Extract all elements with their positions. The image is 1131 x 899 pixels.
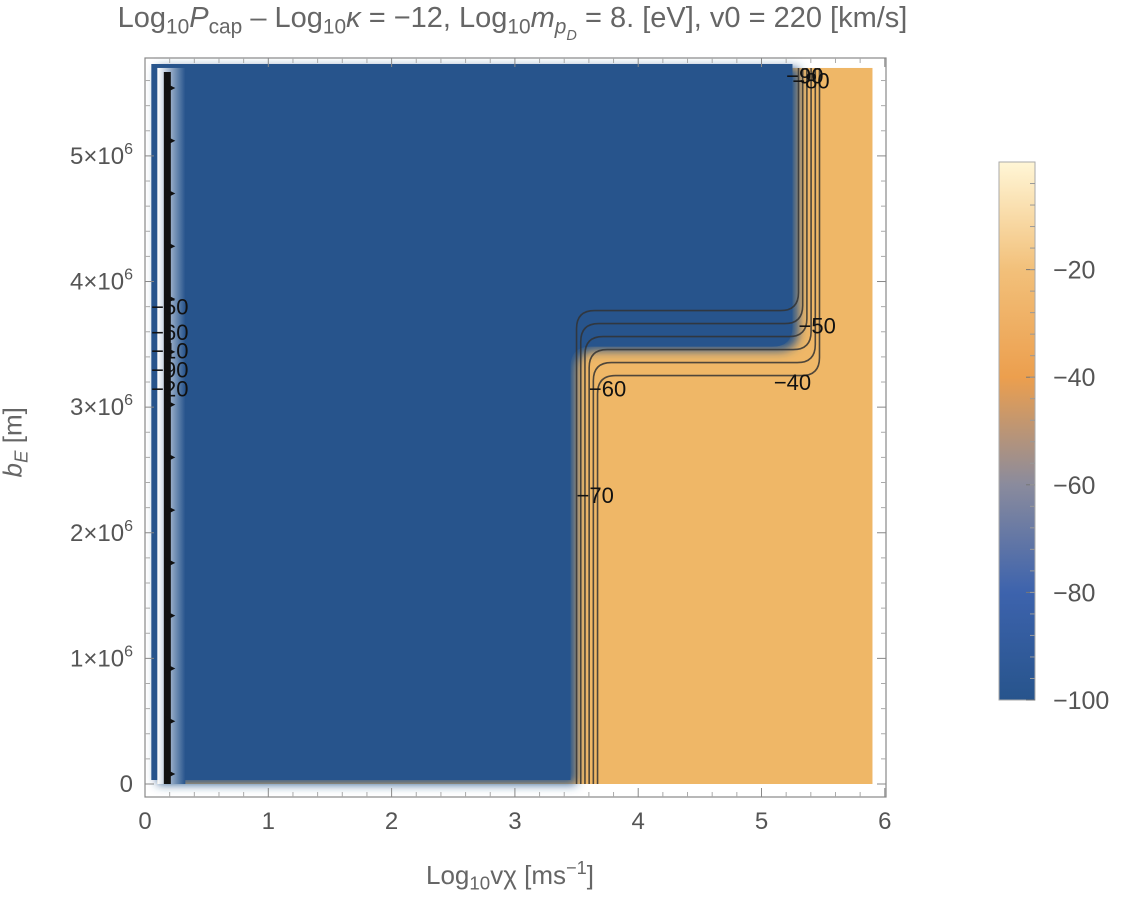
colorbar-tick-label: −80	[1053, 579, 1095, 607]
title-subscript: p	[554, 15, 567, 39]
edge-contour-marker	[165, 82, 176, 93]
y-tick-label: 3×106	[70, 392, 133, 421]
y-label-subscript: E	[10, 450, 32, 463]
edge-highlight	[157, 67, 186, 784]
y-label-text: b	[0, 462, 28, 478]
edge-contour-marker	[165, 188, 176, 199]
x-label-superscript: −1	[565, 858, 587, 878]
x-label-text: vχ [ms	[490, 860, 566, 890]
colorbar-tick-label: −100	[1053, 687, 1109, 715]
edge-contour-marker	[165, 135, 176, 146]
contour-line	[596, 67, 821, 784]
x-tick-label: 3	[508, 808, 521, 835]
title-subscript: 10	[166, 15, 190, 39]
y-label-text: [m]	[0, 407, 28, 451]
x-tick-label: 5	[755, 808, 768, 835]
x-tick-label: 0	[138, 808, 151, 835]
title-variable: κ	[346, 2, 361, 34]
title-variable: P	[189, 2, 209, 34]
y-axis-label: bE [m]	[0, 387, 32, 497]
x-tick-label: 2	[385, 808, 398, 835]
heatmap-low-region-core	[151, 63, 793, 780]
edge-contour-marker	[165, 716, 176, 727]
title-text: = 8. [eV], v0 = 220 [km/s]	[576, 2, 908, 34]
edge-contour-marker	[165, 294, 176, 305]
colorbar-tick-label: −20	[1053, 257, 1095, 285]
contour-line	[588, 67, 812, 784]
title-subscript: 10	[322, 15, 347, 39]
contour-line	[575, 67, 800, 784]
title-subscript: 10	[507, 15, 531, 39]
contour-label: −80	[792, 69, 829, 94]
edge-contour-marker	[165, 452, 176, 463]
colorbar	[998, 161, 1036, 701]
x-tick-label: 6	[878, 808, 891, 835]
edge-contour-marker	[165, 346, 176, 357]
title-text: – Log	[242, 2, 323, 34]
y-tick-label: 2×106	[70, 518, 133, 547]
x-label-text: Log	[426, 860, 470, 890]
colorbar-tick-label: −60	[1053, 472, 1095, 500]
contour-line	[579, 67, 804, 784]
x-label-text: ]	[586, 860, 594, 890]
x-axis-label: Log10vχ [ms−1]	[390, 858, 630, 895]
edge-contour-marker	[165, 610, 176, 621]
edge-contour-marker	[165, 241, 176, 252]
edge-contour-marker	[165, 505, 176, 516]
chart-title: Log10Pcap – Log10κ = −12, Log10mpD = 8. …	[0, 2, 1025, 44]
x-label-subscript: 10	[469, 872, 491, 894]
title-variable: m	[530, 2, 555, 34]
title-text: = −12,	[360, 2, 459, 34]
contour-label: −60	[151, 320, 188, 345]
title-subscript: D	[566, 28, 577, 45]
edge-contour-marker	[165, 663, 176, 674]
y-tick-label: 0	[120, 771, 133, 798]
contour-line	[584, 67, 808, 784]
contour-label: −50	[798, 313, 835, 338]
contour-label: −20	[151, 376, 188, 401]
contour-label: −60	[589, 376, 626, 401]
contour-label: −10	[151, 339, 188, 364]
edge-contour-marker	[165, 769, 176, 779]
edge-contour-marker	[165, 557, 176, 568]
title-text: Log	[459, 2, 508, 34]
contour-label: −90	[786, 64, 823, 89]
x-tick-label: 1	[262, 808, 275, 835]
title-text: Log	[117, 2, 167, 34]
contour-line	[592, 67, 817, 784]
y-tick-label: 5×106	[70, 141, 133, 170]
y-tick-label: 1×106	[70, 643, 133, 672]
edge-contour-marker	[165, 399, 176, 410]
y-tick-label: 4×106	[70, 267, 133, 296]
contour-label: −90	[151, 357, 188, 382]
contour-label: −40	[774, 370, 811, 395]
plot-frame	[144, 57, 887, 798]
x-tick-label: 4	[632, 808, 645, 835]
contour-label: −70	[577, 483, 614, 508]
contour-label: −50	[151, 295, 188, 320]
title-subscript: cap	[208, 15, 243, 39]
colorbar-tick-label: −40	[1053, 364, 1095, 392]
